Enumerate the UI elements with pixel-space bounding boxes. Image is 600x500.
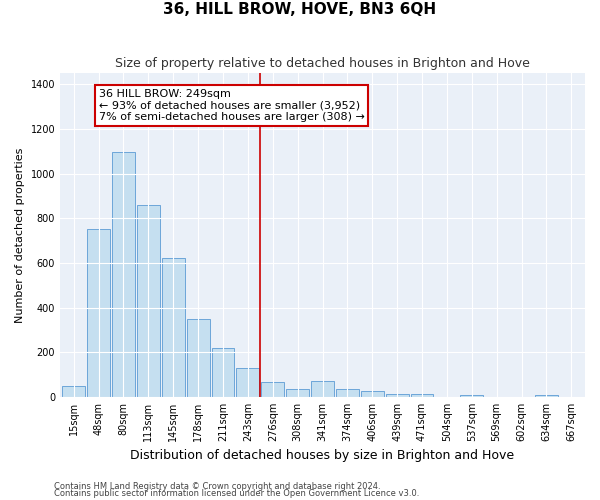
Bar (262, 382, 284, 397)
Bar (112, 152, 135, 397)
Bar (535, 394, 558, 397)
Text: 36, HILL BROW, HOVE, BN3 6QH: 36, HILL BROW, HOVE, BN3 6QH (163, 2, 437, 18)
Bar (87, 230, 110, 397)
Y-axis label: Number of detached properties: Number of detached properties (15, 148, 25, 322)
Title: Size of property relative to detached houses in Brighton and Hove: Size of property relative to detached ho… (115, 58, 530, 70)
Bar (212, 348, 235, 397)
Bar (62, 386, 85, 397)
Text: Contains HM Land Registry data © Crown copyright and database right 2024.: Contains HM Land Registry data © Crown c… (54, 482, 380, 491)
Bar (311, 382, 334, 397)
Bar (386, 394, 409, 397)
Bar (460, 394, 483, 397)
Text: 36 HILL BROW: 249sqm
← 93% of detached houses are smaller (3,952)
7% of semi-det: 36 HILL BROW: 249sqm ← 93% of detached h… (98, 88, 364, 122)
Bar (361, 392, 384, 397)
Bar (410, 394, 433, 397)
X-axis label: Distribution of detached houses by size in Brighton and Hove: Distribution of detached houses by size … (130, 450, 515, 462)
Bar (286, 389, 309, 397)
Bar (336, 389, 359, 397)
Bar (137, 205, 160, 397)
Bar (236, 368, 259, 397)
Text: Contains public sector information licensed under the Open Government Licence v3: Contains public sector information licen… (54, 489, 419, 498)
Bar (162, 258, 185, 397)
Bar (187, 319, 209, 397)
